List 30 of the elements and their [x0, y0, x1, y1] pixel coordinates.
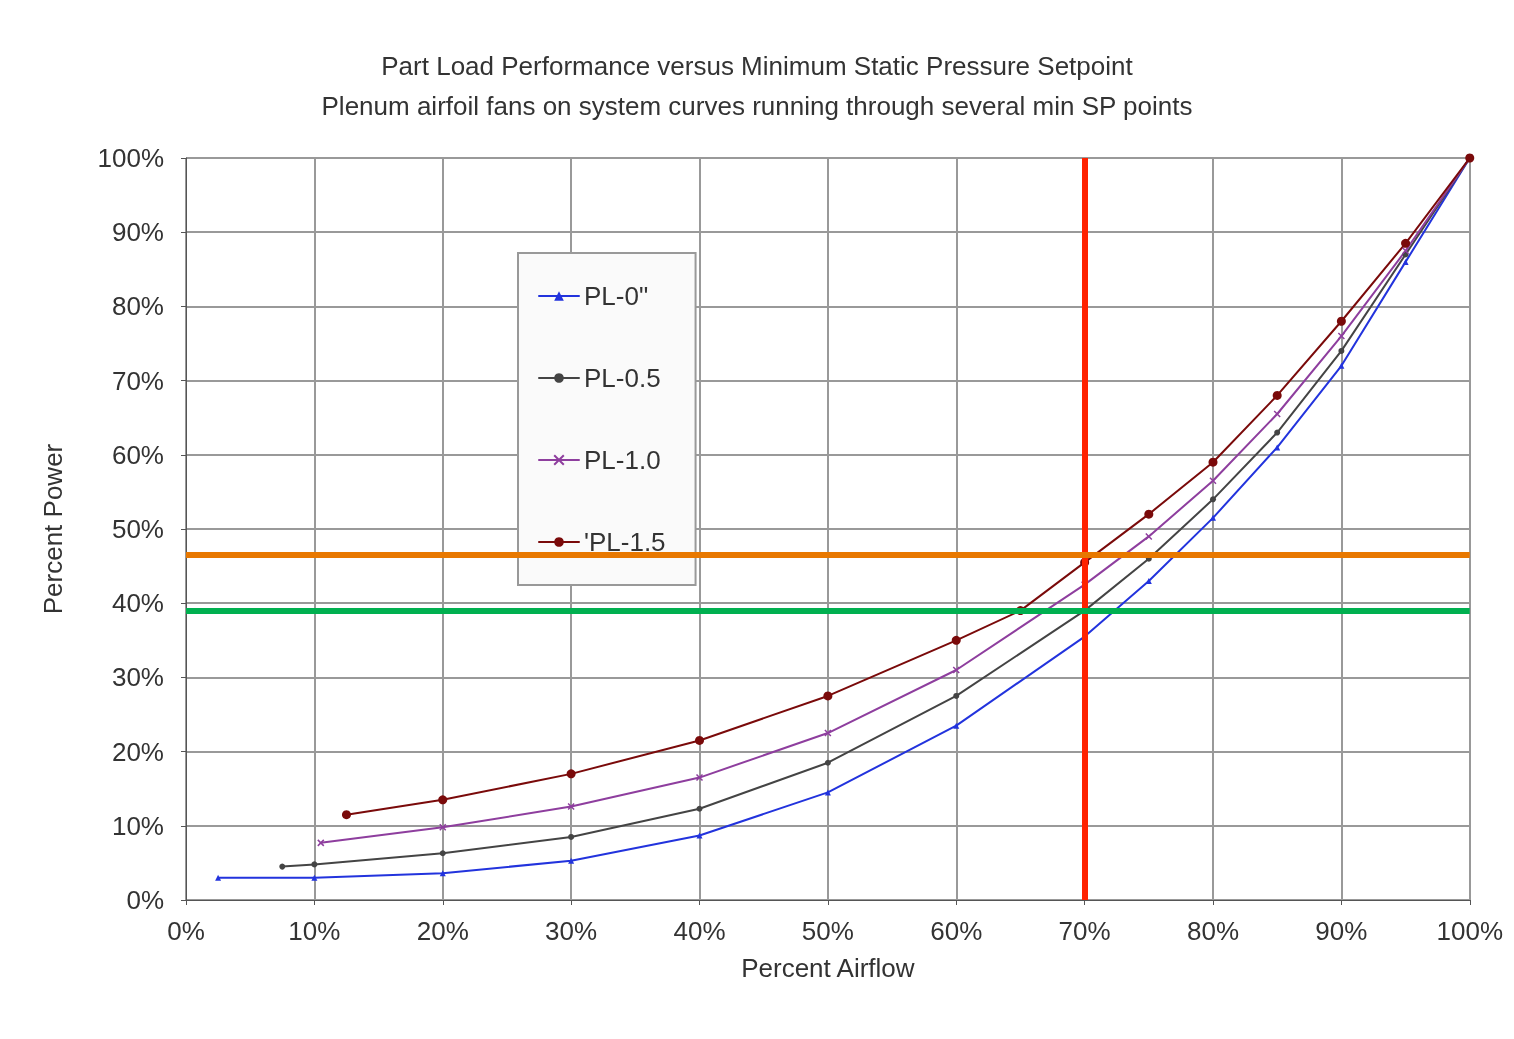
x-tick-label: 80%	[1186, 916, 1240, 946]
x-axis-title: Percent Airflow	[741, 953, 915, 983]
y-tick-label: 50%	[111, 514, 164, 544]
x-tick-label: 10%	[288, 916, 341, 946]
y-tick-label: 0%	[126, 885, 164, 915]
x-tick-label: 0%	[167, 916, 205, 946]
y-tick-label: 80%	[111, 291, 164, 322]
y-axis-title: Percent Power	[38, 443, 68, 615]
chart-subtitle: Plenum airfoil fans on system curves running through several min SP points	[321, 91, 1193, 121]
y-tick-label: 70%	[111, 365, 164, 396]
y-tick-label: 20%	[111, 736, 164, 767]
y-tick-label: 90%	[111, 217, 164, 248]
legend-label: PL-0.5	[584, 363, 661, 393]
x-tick-label: 70%	[1058, 916, 1111, 946]
legend-label: PL-1.0	[584, 445, 661, 475]
x-tick-label: 20%	[416, 916, 469, 946]
chart-title: Part Load Performance versus Minimum Static Pressure Setpoint	[381, 51, 1134, 81]
legend-label: 'PL-1.5	[584, 527, 666, 557]
y-tick-label: 40%	[111, 588, 164, 619]
x-tick-label: 100%	[1436, 916, 1503, 946]
x-tick-label: 90%	[1315, 916, 1368, 946]
x-tick-label: 30%	[545, 916, 598, 946]
y-tick-label: 60%	[111, 439, 164, 470]
y-tick-label: 30%	[111, 662, 164, 693]
x-tick-label: 40%	[673, 916, 726, 946]
x-tick-label: 60%	[930, 916, 983, 946]
x-tick-label: 50%	[801, 916, 854, 946]
y-tick-label: 10%	[111, 810, 164, 841]
legend-label: PL-0"	[584, 281, 649, 311]
y-tick-label: 100%	[97, 143, 164, 173]
